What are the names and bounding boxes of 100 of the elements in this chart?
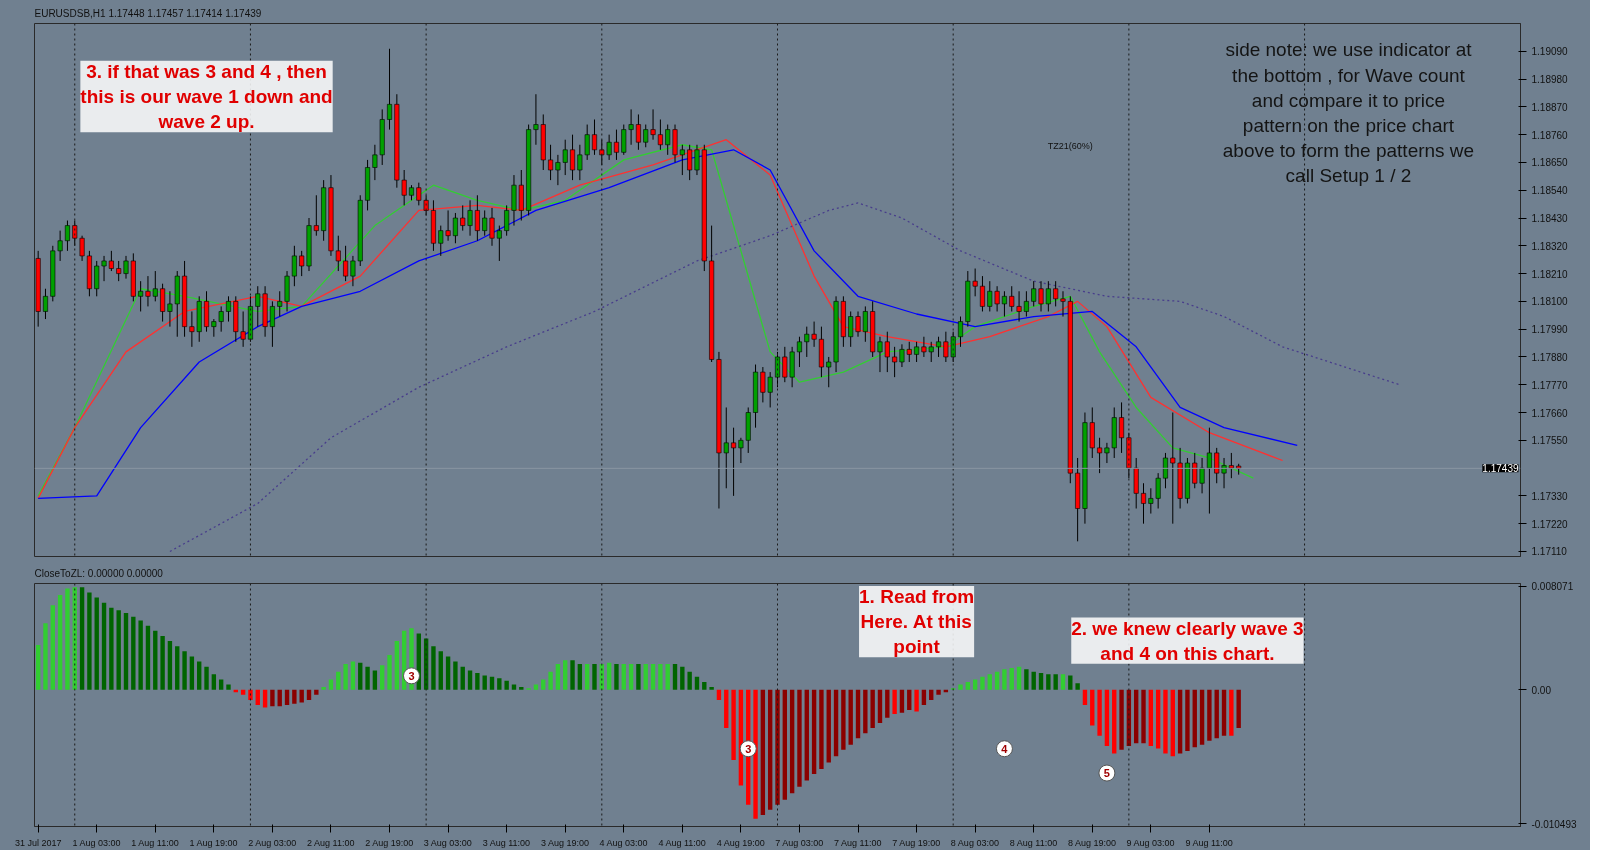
candlestick xyxy=(64,220,70,252)
y-tick-label: 1.18760 xyxy=(1531,129,1569,141)
candlestick xyxy=(474,194,480,242)
x-tick-label: 9 Aug 11:00 xyxy=(1185,837,1233,848)
candlestick xyxy=(138,280,144,312)
candlestick xyxy=(1119,401,1125,454)
bar xyxy=(826,689,831,763)
bar xyxy=(804,689,809,781)
bar xyxy=(189,656,195,690)
bar xyxy=(1104,689,1110,746)
bar xyxy=(204,666,209,690)
annotation: TZ21(60%) xyxy=(1047,141,1093,152)
candlestick xyxy=(225,295,231,323)
bar xyxy=(57,595,63,690)
bar xyxy=(160,635,165,690)
bar xyxy=(643,664,648,690)
bar xyxy=(182,651,187,690)
x-tick-label: 8 Aug 11:00 xyxy=(1009,837,1058,848)
candlestick xyxy=(504,204,510,237)
bar xyxy=(270,689,275,707)
bar xyxy=(541,679,546,690)
bar xyxy=(782,689,788,800)
x-tick-label: 9 Aug 03:00 xyxy=(1126,837,1175,848)
candlestick xyxy=(1097,437,1103,474)
annotation: 1. Read from Here. At this point xyxy=(859,585,975,658)
y-tick-label: 1.18100 xyxy=(1531,296,1569,308)
candlestick xyxy=(1045,280,1051,312)
bar xyxy=(987,674,992,690)
x-tick-label: 3 Aug 03:00 xyxy=(423,837,472,848)
bar xyxy=(292,689,297,704)
candlestick xyxy=(936,336,942,358)
bar xyxy=(570,660,575,690)
x-tick-label: 8 Aug 19:00 xyxy=(1068,837,1117,848)
candlestick xyxy=(1170,412,1176,525)
bar xyxy=(358,662,363,690)
bar xyxy=(855,689,861,739)
chart-title: EURUSDSB,H1 1.17448 1.17457 1.17414 1.17439 xyxy=(34,7,262,19)
x-tick-label: 7 Aug 03:00 xyxy=(775,837,824,848)
bar xyxy=(650,664,656,690)
y-tick-label: 1.18650 xyxy=(1531,157,1569,169)
bar xyxy=(1214,689,1219,739)
x-tick-label: 4 Aug 19:00 xyxy=(716,837,765,848)
bar xyxy=(548,671,553,690)
y-tick-label: 1.18210 xyxy=(1531,268,1569,280)
candlestick xyxy=(892,346,898,378)
bar xyxy=(511,684,517,690)
candlestick xyxy=(108,250,114,272)
bar xyxy=(519,687,524,690)
bar xyxy=(1221,689,1227,736)
chart-title: CloseToZL: 0.00000 0.00000 xyxy=(34,567,164,579)
y-tick-label: 1.17110 xyxy=(1531,546,1568,558)
bar xyxy=(980,676,985,690)
candlestick xyxy=(291,245,297,287)
bar xyxy=(372,670,378,690)
candlestick xyxy=(350,255,356,287)
bar xyxy=(131,616,136,690)
bar xyxy=(1031,671,1036,690)
bar xyxy=(592,664,597,690)
bar xyxy=(848,689,853,745)
bar xyxy=(328,679,334,690)
bar xyxy=(79,587,85,690)
bar xyxy=(687,671,692,690)
y-tick-label: 1.17330 xyxy=(1531,490,1569,502)
bar xyxy=(321,687,326,690)
y-tick-label: 1.17220 xyxy=(1531,518,1569,530)
candlestick xyxy=(613,129,619,161)
annotation: 3 xyxy=(408,669,415,682)
bar xyxy=(218,679,224,690)
candlestick xyxy=(584,124,590,161)
bar xyxy=(445,656,451,690)
candlestick xyxy=(452,212,458,244)
bar xyxy=(1236,689,1241,729)
bar xyxy=(438,651,443,690)
bar xyxy=(811,689,817,775)
bar xyxy=(833,689,839,757)
bar xyxy=(1199,689,1205,745)
bar xyxy=(533,684,539,690)
candlestick xyxy=(958,316,963,348)
bar xyxy=(767,689,773,810)
bar xyxy=(994,671,1000,690)
bar xyxy=(299,689,304,703)
bar xyxy=(387,655,392,690)
bar xyxy=(1053,674,1058,690)
bar xyxy=(1082,689,1088,705)
candlestick xyxy=(372,144,378,181)
bar xyxy=(870,689,875,729)
bar xyxy=(1229,689,1234,736)
bar xyxy=(680,666,685,690)
bar xyxy=(789,689,795,794)
candlestick xyxy=(1016,290,1022,323)
x-tick-label: 8 Aug 03:00 xyxy=(950,837,999,848)
x-tick-label: 3 Aug 19:00 xyxy=(540,837,589,848)
bar xyxy=(606,662,612,690)
candlestick xyxy=(416,182,422,206)
y-tick-label: 1.18430 xyxy=(1531,213,1569,225)
bar xyxy=(724,689,729,729)
bar xyxy=(577,664,583,690)
bar xyxy=(621,664,626,690)
x-tick-label: 7 Aug 11:00 xyxy=(834,837,882,848)
bar xyxy=(921,689,927,705)
